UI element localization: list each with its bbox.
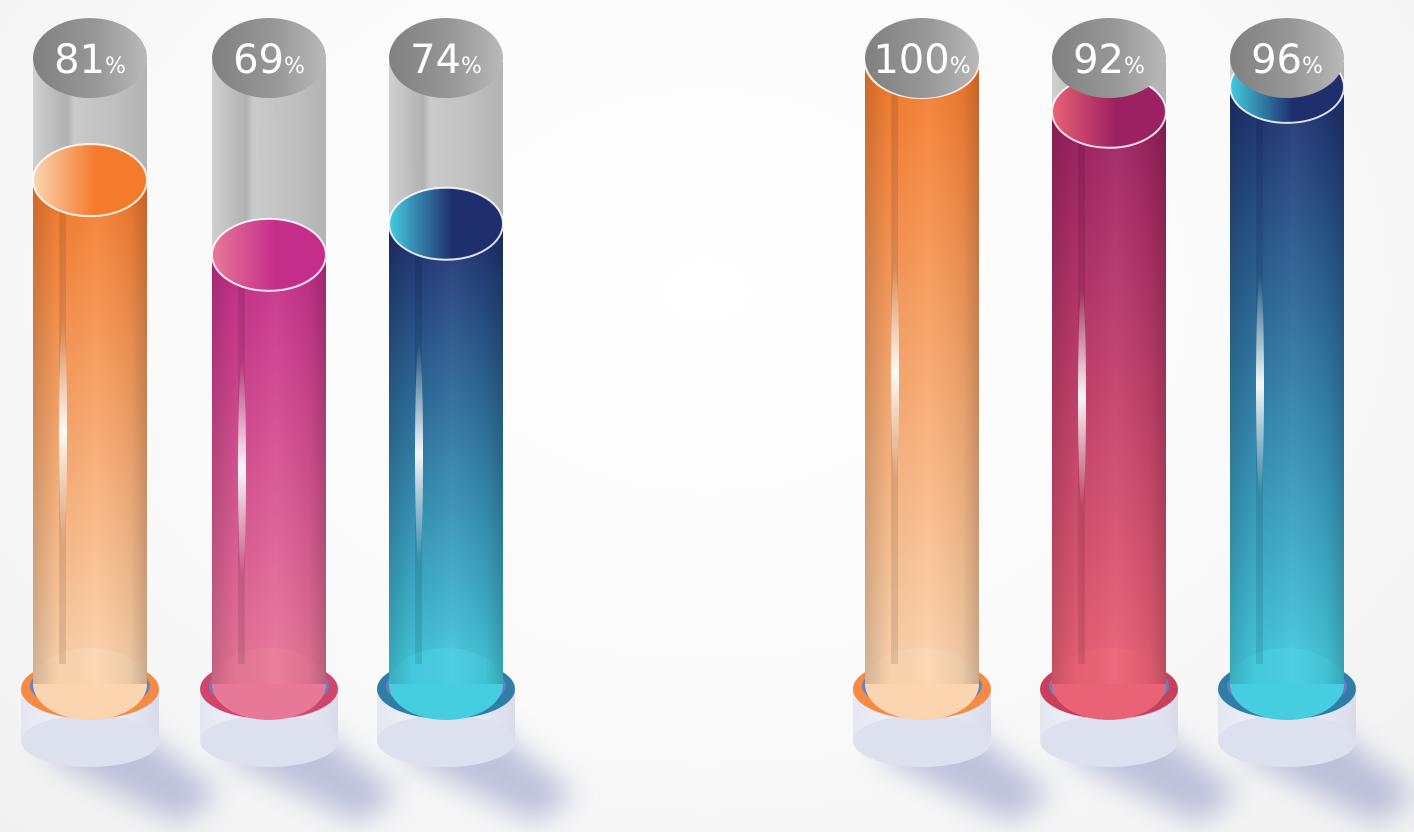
tube-liquid-shade — [33, 180, 147, 684]
percentage-label: 81% — [54, 37, 126, 83]
tube-cap — [33, 18, 147, 98]
tube-liquid-shade — [389, 223, 503, 684]
percentage-value: 74 — [410, 37, 461, 83]
percentage-sign: % — [1302, 54, 1323, 79]
percentage-sign: % — [284, 54, 305, 79]
tube-highlight — [238, 362, 246, 577]
percentage-value: 96 — [1251, 37, 1302, 83]
percentage-value: 81 — [54, 37, 105, 83]
tube-highlight — [891, 263, 899, 483]
tube-cap — [865, 18, 979, 98]
tube-liquid-shade — [1230, 86, 1344, 684]
percentage-value: 69 — [233, 37, 284, 83]
percentage-label: 96% — [1251, 37, 1323, 83]
tube-liquid-surface — [32, 143, 148, 218]
tube-liquid-shade — [865, 62, 979, 684]
tube-base-bottom — [21, 715, 159, 767]
tube-base-bottom — [377, 715, 515, 767]
tube-base-bottom — [853, 715, 991, 767]
percentage-value: 92 — [1073, 37, 1124, 83]
tube-highlight — [1078, 287, 1086, 508]
percentage-sign: % — [950, 54, 971, 79]
percentage-label: 92% — [1073, 37, 1145, 83]
percentage-sign: % — [105, 54, 126, 79]
tube-cap — [1052, 18, 1166, 98]
tube-cap — [1230, 18, 1344, 98]
tube-base-bottom — [200, 715, 338, 767]
tube-base-bottom — [1040, 715, 1178, 767]
tube-liquid-shade — [212, 254, 326, 684]
percentage-label: 69% — [233, 37, 305, 83]
tube: 69% — [200, 18, 399, 824]
tube: 81% — [21, 18, 220, 824]
tube-highlight — [1256, 275, 1264, 496]
tube-highlight — [59, 322, 67, 543]
tube-cap — [212, 18, 326, 98]
percentage-label: 74% — [410, 37, 482, 83]
percentage-sign: % — [461, 54, 482, 79]
tube: 100% — [853, 18, 1052, 824]
tube-liquid-surface — [211, 217, 327, 292]
percentage-sign: % — [1124, 54, 1145, 79]
tube: 74% — [377, 18, 576, 824]
tube: 96% — [1218, 18, 1414, 824]
tube-liquid-shade — [1052, 111, 1166, 684]
percentage-value: 100 — [873, 37, 949, 83]
tube-cap — [389, 18, 503, 98]
tube-base-bottom — [1218, 715, 1356, 767]
tube-liquid-surface — [388, 186, 504, 261]
tube: 92% — [1040, 18, 1239, 824]
tube-highlight — [415, 343, 423, 564]
percentage-label: 100% — [873, 37, 970, 83]
